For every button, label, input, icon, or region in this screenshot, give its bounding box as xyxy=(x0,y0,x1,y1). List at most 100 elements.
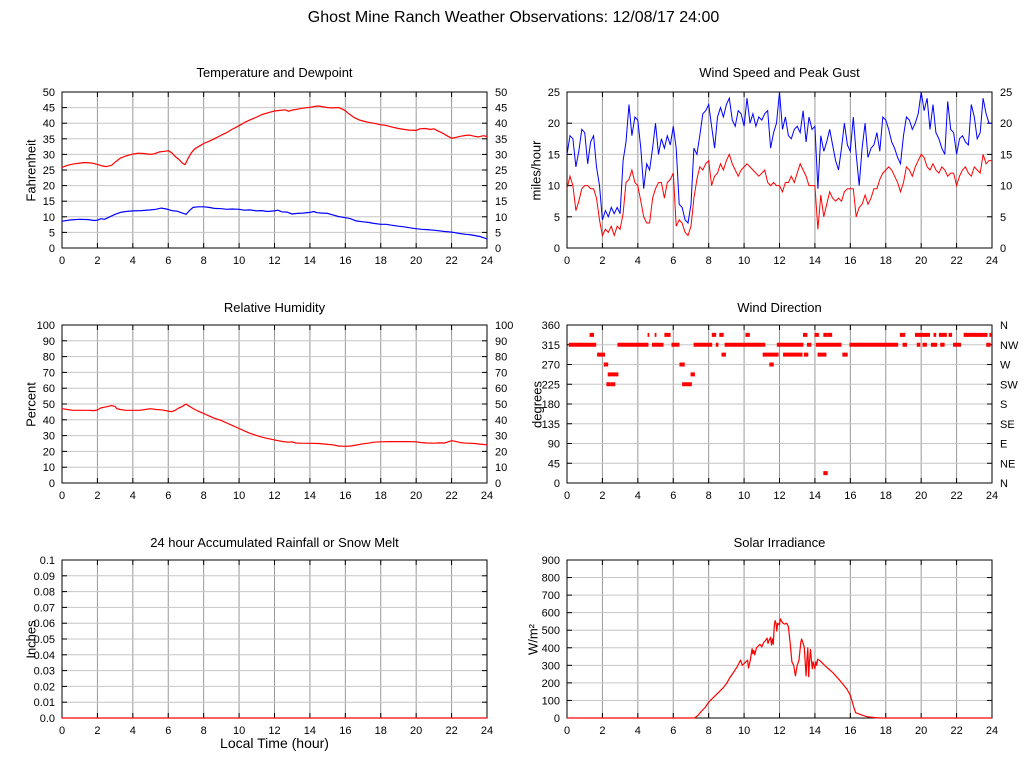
svg-text:50: 50 xyxy=(495,399,507,411)
y-axis-label-miles-per-hour: miles/hour xyxy=(528,140,544,201)
svg-text:80: 80 xyxy=(43,352,55,364)
svg-text:0.0: 0.0 xyxy=(40,713,55,725)
svg-text:0.1: 0.1 xyxy=(40,555,55,567)
svg-text:5: 5 xyxy=(49,227,55,239)
svg-text:16: 16 xyxy=(844,725,856,737)
svg-text:14: 14 xyxy=(304,255,316,267)
chart-title-temperature-dewpoint: Temperature and Dewpoint xyxy=(196,65,353,80)
svg-text:30: 30 xyxy=(495,149,507,161)
svg-text:8: 8 xyxy=(201,490,207,502)
svg-text:N: N xyxy=(1000,478,1008,490)
svg-text:10: 10 xyxy=(738,255,750,267)
svg-text:315: 315 xyxy=(542,340,560,352)
y-axis-label-inches: Inches xyxy=(23,620,39,659)
chart-title-rainfall: 24 hour Accumulated Rainfall or Snow Mel… xyxy=(150,535,399,550)
svg-text:24: 24 xyxy=(481,255,493,267)
y-axis-label-watts-per-m2: W/m² xyxy=(525,623,541,656)
svg-text:6: 6 xyxy=(165,725,171,737)
svg-text:20: 20 xyxy=(410,725,422,737)
svg-text:60: 60 xyxy=(43,383,55,395)
svg-text:20: 20 xyxy=(548,118,560,130)
svg-text:16: 16 xyxy=(844,490,856,502)
svg-text:40: 40 xyxy=(43,415,55,427)
svg-text:30: 30 xyxy=(495,431,507,443)
svg-text:2: 2 xyxy=(599,255,605,267)
svg-text:10: 10 xyxy=(495,212,507,224)
svg-text:800: 800 xyxy=(542,573,560,585)
svg-text:6: 6 xyxy=(165,490,171,502)
svg-text:30: 30 xyxy=(43,431,55,443)
svg-text:20: 20 xyxy=(410,490,422,502)
svg-text:12: 12 xyxy=(268,725,280,737)
svg-text:100: 100 xyxy=(495,320,513,332)
svg-text:2: 2 xyxy=(94,255,100,267)
svg-text:25: 25 xyxy=(495,165,507,177)
svg-text:50: 50 xyxy=(43,399,55,411)
svg-text:18: 18 xyxy=(375,255,387,267)
svg-text:24: 24 xyxy=(986,490,998,502)
svg-text:0.07: 0.07 xyxy=(34,602,55,614)
svg-text:SE: SE xyxy=(1000,419,1015,431)
svg-text:25: 25 xyxy=(1000,87,1012,99)
svg-text:24: 24 xyxy=(481,490,493,502)
chart-title-wind-speed-gust: Wind Speed and Peak Gust xyxy=(699,65,860,80)
svg-text:0: 0 xyxy=(495,478,501,490)
svg-text:45: 45 xyxy=(43,103,55,115)
svg-text:300: 300 xyxy=(542,660,560,672)
svg-text:100: 100 xyxy=(542,695,560,707)
svg-text:0: 0 xyxy=(1000,243,1006,255)
svg-text:2: 2 xyxy=(94,725,100,737)
svg-text:135: 135 xyxy=(542,419,560,431)
svg-text:SW: SW xyxy=(1000,379,1018,391)
svg-text:15: 15 xyxy=(495,196,507,208)
svg-text:22: 22 xyxy=(950,255,962,267)
svg-text:16: 16 xyxy=(844,255,856,267)
y-axis-label-fahrenheit: Fahrenheit xyxy=(23,139,39,202)
svg-text:10: 10 xyxy=(495,462,507,474)
svg-text:16: 16 xyxy=(339,255,351,267)
svg-text:270: 270 xyxy=(542,360,560,372)
svg-text:E: E xyxy=(1000,439,1007,451)
svg-text:40: 40 xyxy=(495,118,507,130)
svg-text:14: 14 xyxy=(304,490,316,502)
svg-text:16: 16 xyxy=(339,725,351,737)
svg-text:N: N xyxy=(1000,320,1008,332)
svg-text:10: 10 xyxy=(43,462,55,474)
svg-text:20: 20 xyxy=(495,181,507,193)
svg-text:70: 70 xyxy=(43,367,55,379)
svg-text:10: 10 xyxy=(233,725,245,737)
svg-text:4: 4 xyxy=(635,255,641,267)
svg-text:8: 8 xyxy=(201,725,207,737)
svg-text:S: S xyxy=(1000,399,1007,411)
svg-text:0.01: 0.01 xyxy=(34,697,55,709)
chart-title-wind-direction: Wind Direction xyxy=(737,300,822,315)
y-axis-label-percent: Percent xyxy=(23,382,39,427)
svg-text:8: 8 xyxy=(201,255,207,267)
svg-text:0.09: 0.09 xyxy=(34,571,55,583)
svg-text:14: 14 xyxy=(809,725,821,737)
svg-text:45: 45 xyxy=(548,458,560,470)
svg-text:10: 10 xyxy=(233,490,245,502)
svg-text:22: 22 xyxy=(445,490,457,502)
svg-text:225: 225 xyxy=(542,379,560,391)
svg-text:180: 180 xyxy=(542,399,560,411)
svg-text:0.02: 0.02 xyxy=(34,681,55,693)
svg-text:90: 90 xyxy=(548,439,560,451)
svg-text:22: 22 xyxy=(445,725,457,737)
svg-text:5: 5 xyxy=(495,227,501,239)
svg-text:25: 25 xyxy=(43,165,55,177)
svg-text:10: 10 xyxy=(233,255,245,267)
svg-text:0: 0 xyxy=(554,478,560,490)
svg-text:12: 12 xyxy=(773,255,785,267)
svg-text:60: 60 xyxy=(495,383,507,395)
svg-text:40: 40 xyxy=(43,118,55,130)
svg-text:4: 4 xyxy=(635,725,641,737)
svg-text:20: 20 xyxy=(495,446,507,458)
svg-text:0.04: 0.04 xyxy=(34,650,55,662)
svg-text:900: 900 xyxy=(542,555,560,567)
svg-text:20: 20 xyxy=(915,255,927,267)
svg-text:0.05: 0.05 xyxy=(34,634,55,646)
svg-text:25: 25 xyxy=(548,87,560,99)
svg-text:20: 20 xyxy=(1000,118,1012,130)
